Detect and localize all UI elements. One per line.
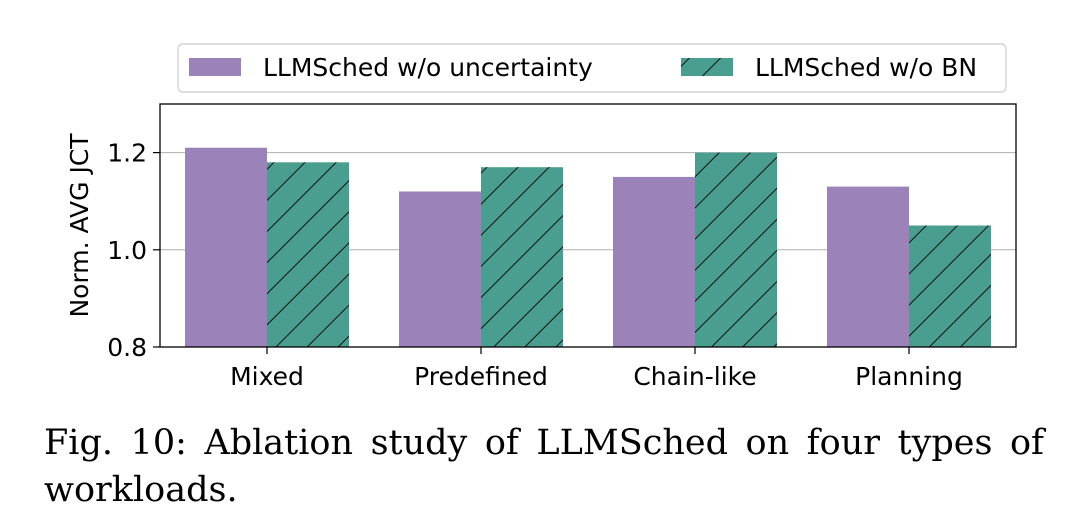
legend-box	[177, 43, 1007, 93]
y-tick-label: 0.8	[107, 333, 147, 362]
bar-hatch-chain-like	[695, 152, 777, 347]
legend-swatch	[189, 58, 241, 76]
y-axis-label: Norm. AVG JCT	[65, 133, 94, 318]
chart: Mixed Predefined Chain-like Planning 0.8 1.0 1…	[65, 43, 1017, 391]
bars	[185, 147, 991, 347]
legend-label: LLMSched w/o BN	[755, 53, 977, 82]
bar-hatch-mixed	[267, 162, 349, 347]
plot-frame	[159, 103, 1017, 348]
legend: LLMSched w/o uncertainty LLMSched w/o BN	[177, 43, 1007, 93]
bar-wo-uncertainty-chain-like	[613, 176, 695, 347]
bar-wo-uncertainty-planning	[827, 186, 909, 347]
axes: Mixed Predefined Chain-like Planning 0.8 1.0 1…	[65, 103, 1017, 391]
x-tick-label: Planning	[855, 362, 963, 391]
figure-caption: Fig. 10: Ablation study of LLMSched on f…	[44, 423, 1044, 510]
x-tick-label: Chain-like	[633, 362, 756, 391]
y-tick-label: 1.0	[107, 236, 147, 265]
bar-hatch-planning	[909, 225, 991, 347]
legend-label: LLMSched w/o uncertainty	[263, 53, 593, 82]
bar-wo-uncertainty-mixed	[185, 147, 267, 347]
legend-swatch-hatch	[681, 58, 733, 76]
x-tick-label: Predefined	[414, 362, 548, 391]
bar-wo-uncertainty-predefined	[399, 191, 481, 347]
bar-hatch-predefined	[481, 167, 563, 347]
x-tick-label: Mixed	[230, 362, 304, 391]
y-tick-label: 1.2	[107, 139, 147, 168]
